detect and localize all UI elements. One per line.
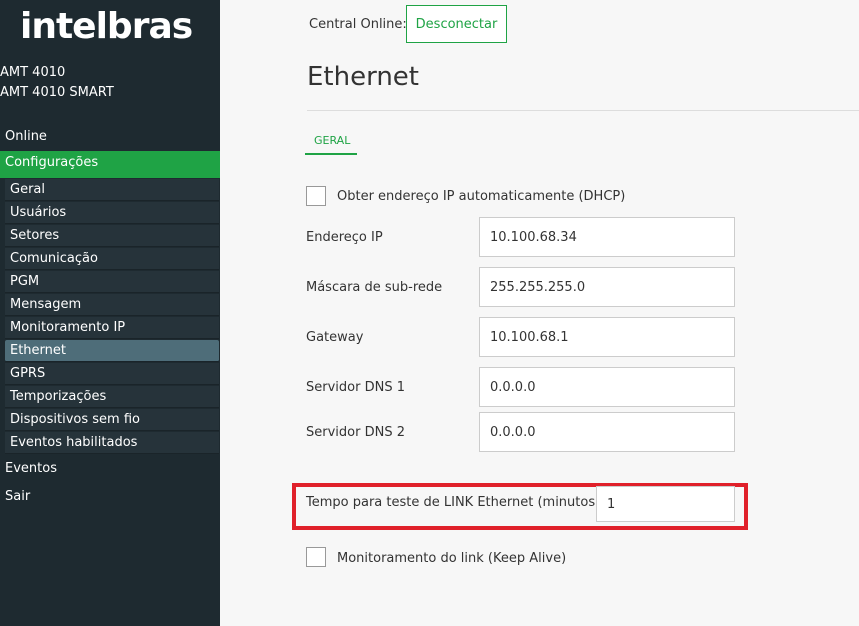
menu-item[interactable]: Eventos [5,461,57,476]
menu-item[interactable]: Online [5,129,47,144]
submenu-item[interactable]: Monitoramento IP [5,317,219,339]
text-input[interactable]: 255.255.255.0 [479,267,735,307]
text-input[interactable]: 10.100.68.34 [479,217,735,257]
submenu-item[interactable]: Dispositivos sem fio [5,409,219,431]
submenu-item[interactable]: Mensagem [5,294,219,316]
model: AMT 4010 SMART [0,85,114,100]
field-label: Tempo para teste de LINK Ethernet (minut… [306,495,601,510]
menu-item[interactable]: Sair [5,489,31,504]
submenu-item[interactable]: Eventos habilitados [5,432,219,454]
disconnect-button[interactable]: Desconectar [406,5,507,43]
menu-item[interactable]: Configurações [0,151,220,178]
tab-underline [305,153,357,155]
submenu-item[interactable]: Comunicação [5,248,219,270]
checkbox-label: Obter endereço IP automaticamente (DHCP) [337,189,626,204]
checkbox-label: Monitoramento do link (Keep Alive) [337,551,567,566]
field-label: Gateway [306,330,364,345]
submenu-item[interactable]: Usuários [5,202,219,224]
text-input[interactable]: 0.0.0.0 [479,412,735,452]
divider [307,110,859,111]
text-input[interactable]: 0.0.0.0 [479,367,735,407]
field-label: Máscara de sub-rede [306,280,443,295]
page-title: Ethernet [307,62,419,92]
submenu-item[interactable]: Ethernet [5,340,219,362]
sidebar: intelbras AMT 4010 AMT 4010 SMART Online… [0,0,220,626]
submenu-item[interactable]: Setores [5,225,219,247]
checkbox[interactable] [306,547,326,567]
model: AMT 4010 [0,65,66,80]
checkbox[interactable] [306,186,326,206]
submenu-item[interactable]: GPRS [5,363,219,385]
logo: intelbras [20,6,193,47]
field-label: Endereço IP [306,230,383,245]
tab[interactable]: GERAL [314,134,351,147]
field-label: Servidor DNS 2 [306,425,405,440]
text-input[interactable]: 10.100.68.1 [479,317,735,357]
submenu-item[interactable]: Temporizações [5,386,219,408]
text-input[interactable]: 1 [596,486,735,522]
submenu-item[interactable]: PGM [5,271,219,293]
status-label: Central Online: [309,17,407,32]
submenu-item[interactable]: Geral [5,179,219,201]
highlight-box [292,483,748,530]
field-label: Servidor DNS 1 [306,380,405,395]
